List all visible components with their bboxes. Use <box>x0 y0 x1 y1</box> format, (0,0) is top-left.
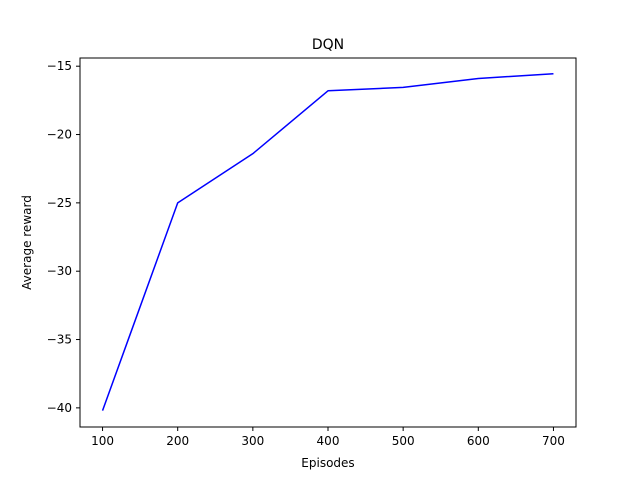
y-tick-label: −25 <box>47 196 72 210</box>
y-axis-label: Average reward <box>20 195 34 290</box>
y-tick-label: −15 <box>47 59 72 73</box>
y-tick-label: −30 <box>47 264 72 278</box>
plot-area <box>80 58 576 427</box>
y-tick-label: −40 <box>47 401 72 415</box>
x-tick-label: 300 <box>241 434 264 448</box>
x-tick-label: 100 <box>91 434 114 448</box>
chart-title: DQN <box>312 37 344 53</box>
x-tick-label: 200 <box>166 434 189 448</box>
x-tick-label: 600 <box>467 434 490 448</box>
x-tick-label: 700 <box>542 434 565 448</box>
x-axis-label: Episodes <box>301 456 354 470</box>
x-tick-label: 400 <box>317 434 340 448</box>
x-tick-label: 500 <box>392 434 415 448</box>
y-tick-label: −20 <box>47 128 72 142</box>
y-tick-label: −35 <box>47 333 72 347</box>
